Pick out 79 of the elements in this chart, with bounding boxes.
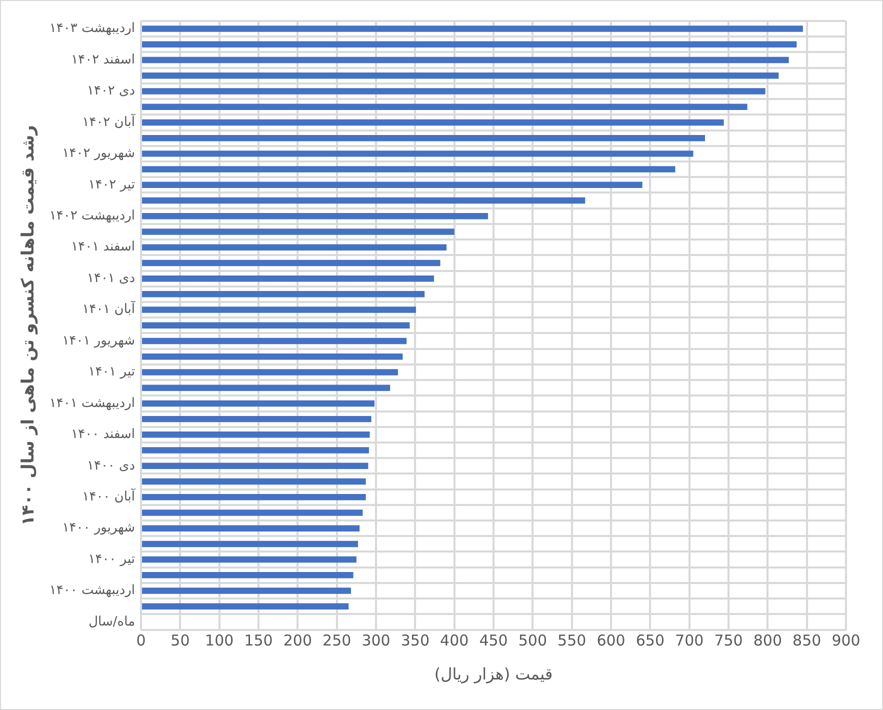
bar bbox=[142, 603, 349, 610]
x-tick-label: 300 bbox=[362, 632, 390, 650]
bar bbox=[142, 150, 694, 157]
bar bbox=[142, 166, 676, 172]
bar bbox=[142, 104, 748, 110]
y-tick-label: اردیبهشت ۱۴۰۲ bbox=[49, 208, 136, 224]
bar bbox=[142, 338, 407, 344]
y-tick-label: اردیبهشت ۱۴۰۰ bbox=[49, 583, 136, 598]
x-tick-label: 850 bbox=[792, 632, 822, 650]
x-tick-label: 450 bbox=[479, 632, 508, 650]
bar bbox=[142, 462, 368, 470]
bar bbox=[142, 26, 803, 32]
bar bbox=[142, 556, 356, 563]
bar bbox=[142, 306, 416, 313]
bar bbox=[142, 447, 369, 454]
x-tick-label: 400 bbox=[440, 632, 469, 650]
bar bbox=[142, 228, 454, 235]
y-tick-label: تیر ۱۴۰۱ bbox=[88, 364, 136, 380]
bar bbox=[142, 510, 363, 516]
bar bbox=[142, 588, 351, 594]
x-tick-label: 500 bbox=[518, 632, 548, 650]
bar bbox=[142, 260, 440, 266]
y-tick-label: دی ۱۴۰۲ bbox=[86, 84, 136, 99]
bar bbox=[142, 291, 425, 298]
bar bbox=[142, 197, 586, 204]
x-tick-label: 250 bbox=[322, 632, 352, 650]
bar bbox=[142, 119, 724, 126]
y-tick-label: تیر ۱۴۰۲ bbox=[88, 177, 136, 192]
x-tick-label: 50 bbox=[170, 632, 190, 650]
x-tick-label: 350 bbox=[400, 632, 430, 650]
y-tick-label: آبان ۱۴۰۱ bbox=[82, 300, 136, 318]
bar bbox=[142, 41, 797, 48]
bar bbox=[142, 72, 779, 79]
y-tick-label: آبان ۱۴۰۲ bbox=[82, 112, 136, 130]
y-tick-label: دی ۱۴۰۱ bbox=[86, 270, 136, 286]
y-axis-title: رشد قیمت ماهانه کنسرو تن ماهی از سال ۱۴۰۰ bbox=[18, 125, 39, 526]
y-tick-label: اسفند ۱۴۰۱ bbox=[71, 240, 136, 255]
bar bbox=[142, 525, 360, 532]
x-tick-label: 200 bbox=[283, 632, 312, 650]
bar bbox=[142, 416, 372, 422]
x-tick-label: 750 bbox=[714, 632, 743, 650]
x-tick-label: 150 bbox=[244, 632, 273, 650]
y-tick-label: شهریور ۱۴۰۰ bbox=[62, 520, 136, 536]
y-tick-label: اردیبهشت ۱۴۰۱ bbox=[49, 396, 136, 411]
bar bbox=[142, 134, 706, 142]
x-tick-label: 800 bbox=[753, 632, 782, 650]
y-tick-label: اردیبهشت ۱۴۰۳ bbox=[49, 21, 136, 36]
bar bbox=[142, 275, 434, 282]
x-tick-label: 900 bbox=[832, 632, 860, 650]
y-tick-label: شهریور ۱۴۰۲ bbox=[62, 146, 136, 162]
y-tick-label: تیر ۱۴۰۰ bbox=[88, 552, 136, 567]
bar bbox=[142, 56, 789, 64]
bar bbox=[142, 88, 766, 94]
x-tick-label: 0 bbox=[136, 632, 146, 650]
bar bbox=[142, 384, 390, 391]
y-tick-label: آبان ۱۴۰۰ bbox=[82, 487, 136, 504]
bar bbox=[142, 182, 642, 188]
bar bbox=[142, 322, 410, 329]
x-tick-label: 700 bbox=[675, 632, 704, 650]
y-tick-label: اسفند ۱۴۰۲ bbox=[71, 52, 136, 68]
x-tick-label: 550 bbox=[558, 632, 586, 650]
bar bbox=[142, 494, 366, 500]
y-tick-label: دی ۱۴۰۰ bbox=[86, 458, 136, 474]
bar bbox=[142, 572, 354, 578]
bar bbox=[142, 400, 374, 407]
bar bbox=[142, 369, 398, 376]
bar bbox=[142, 244, 447, 250]
x-axis-title: قیمت (هزار ریال) bbox=[434, 664, 553, 684]
bar bbox=[142, 478, 366, 485]
y-tick-label: ماه/سال bbox=[88, 614, 136, 630]
x-tick-label: 650 bbox=[636, 632, 664, 650]
bar bbox=[142, 540, 358, 548]
x-tick-label: 600 bbox=[596, 632, 626, 650]
x-tick-label: 100 bbox=[205, 632, 234, 650]
bar bbox=[142, 432, 370, 438]
y-tick-label: اسفند ۱۴۰۰ bbox=[71, 427, 136, 442]
bar bbox=[142, 213, 488, 220]
bar bbox=[142, 354, 403, 360]
y-tick-label: شهریور ۱۴۰۱ bbox=[62, 333, 136, 348]
